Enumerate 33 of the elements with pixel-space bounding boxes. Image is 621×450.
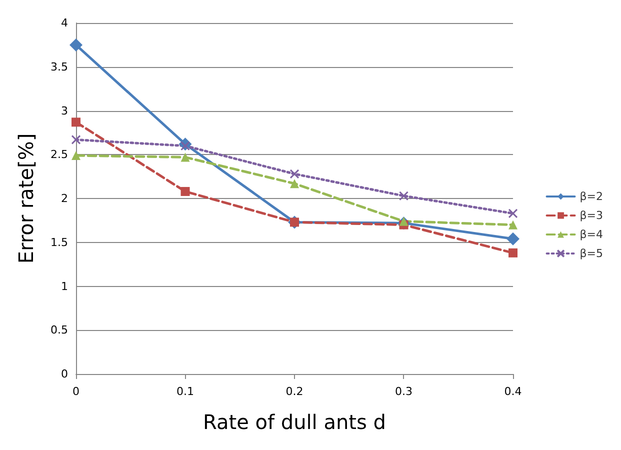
point [180,152,190,162]
y-tick-label: 1.5 [50,236,68,249]
x-tick-label: 0.1 [176,385,194,398]
point [506,232,520,246]
x-tick-label: 0.4 [504,385,522,398]
point [70,38,82,52]
point [290,169,300,179]
y-tick-label: 2.5 [50,148,68,162]
legend-label: β=2 [580,190,604,203]
point [180,186,190,196]
point [72,118,80,127]
point [72,151,80,160]
point [71,134,81,144]
y-tick-label: 0 [61,368,68,380]
point [508,208,518,218]
y-axis-title: Error rate[%] [14,133,38,264]
point [399,191,408,201]
y-tick-label: 4 [61,16,68,30]
legend-label: β=4 [580,228,604,241]
y-tick-label: 1 [61,280,68,293]
point [508,220,518,230]
x-tick-label: 0.2 [286,385,304,398]
point [508,248,518,258]
x-tick-label: 0 [72,385,80,398]
y-tick-label: 0.5 [50,324,68,337]
y-tick-label: 2 [61,192,68,205]
x-axis-title: Rate of dull ants d [203,410,386,434]
x-tick-label: 0.3 [395,385,412,398]
y-tick-label: 3 [61,104,68,118]
legend-label: β=3 [580,209,604,222]
y-tick-label: 3.5 [50,60,68,74]
legend-label: β=5 [580,247,604,260]
point [290,179,299,188]
